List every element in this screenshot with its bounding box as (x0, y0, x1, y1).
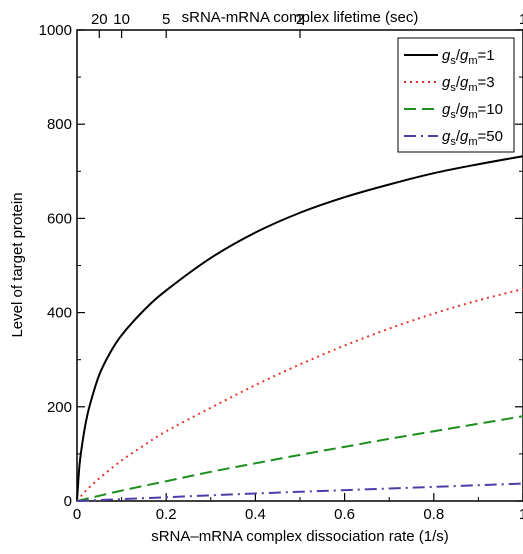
series-line-2 (76, 288, 523, 502)
legend: gs/gm=1 gs/gm=3 gs/gm=10 gs/gm=50 (397, 37, 515, 153)
x-tick-label: 0.6 (334, 506, 355, 523)
x-axis-label: sRNA–mRNA complex dissociation rate (1/s… (151, 528, 449, 545)
legend-box (397, 37, 515, 153)
legend-entry-1: gs/gm=1 (442, 47, 495, 67)
ticks-layer: 00.20.40.60.81020040060080010002010521 (39, 11, 523, 523)
x-tick-label: 0.4 (245, 506, 266, 523)
y-tick-label: 400 (47, 305, 72, 322)
series-layer (76, 155, 523, 502)
series-line-4 (76, 482, 523, 502)
x-tick-label: 0 (73, 506, 81, 523)
x-tick-label: 1 (519, 506, 523, 523)
y-axis-label: Level of target protein (9, 192, 26, 337)
y-tick-label: 0 (64, 493, 72, 510)
legend-entry-2: gs/gm=3 (442, 74, 495, 94)
x-tick-label: 0.8 (423, 506, 444, 523)
y-tick-label: 1000 (39, 22, 72, 39)
series-line-1 (76, 155, 523, 502)
y-tick-label: 800 (47, 116, 72, 133)
legend-entry-4: gs/gm=50 (442, 128, 503, 148)
top-tick-label: 2 (296, 11, 304, 28)
top-tick-label: 1 (519, 11, 523, 28)
legend-entry-3: gs/gm=10 (442, 101, 503, 121)
top-tick-label: 20 (91, 11, 108, 28)
series-line-3 (76, 415, 523, 502)
top-tick-label: 10 (113, 11, 130, 28)
top-tick-label: 5 (162, 11, 170, 28)
x-tick-label: 0.2 (156, 506, 177, 523)
y-tick-label: 600 (47, 210, 72, 227)
top-x-axis-label: sRNA-mRNA complex lifetime (sec) (182, 9, 419, 26)
y-tick-label: 200 (47, 399, 72, 416)
